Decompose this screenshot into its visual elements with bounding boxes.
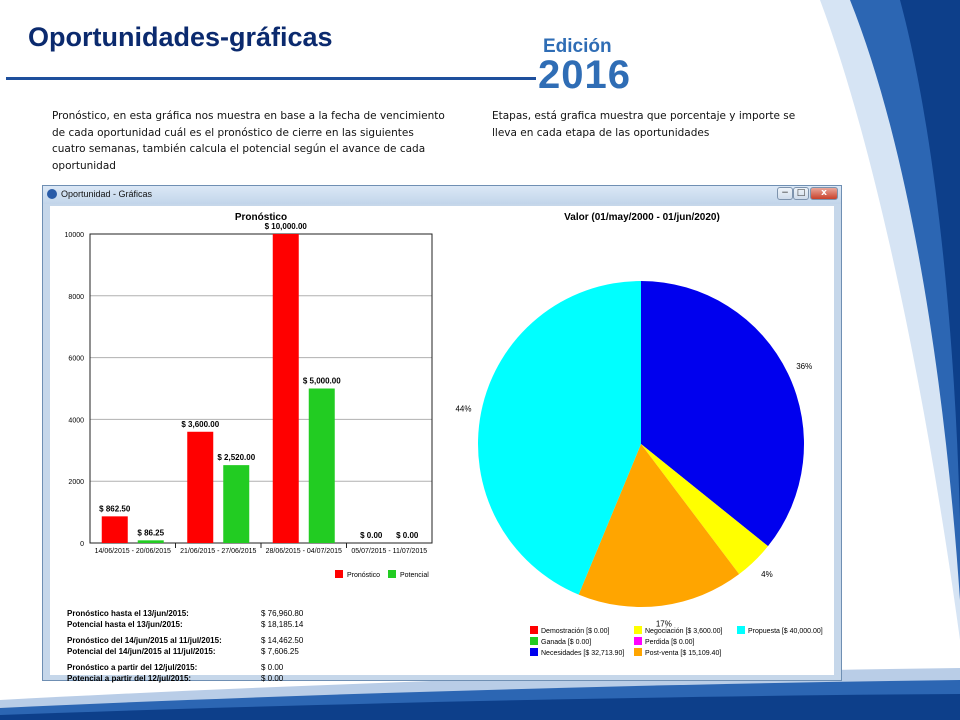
pie-slice: [578, 444, 740, 607]
bar: [137, 540, 164, 543]
y-tick-label: 10000: [65, 232, 85, 239]
legend-label: Negociación [$ 3,600.00]: [645, 628, 722, 635]
legend-label: Post-venta [$ 15,109.40]: [645, 650, 721, 657]
legend-swatch: [335, 570, 343, 578]
legend-swatch: [530, 648, 538, 656]
bar: [187, 431, 214, 543]
pie-slice: [641, 281, 804, 547]
legend-label: Demostración [$ 0.00]: [541, 628, 610, 635]
legend-label: Necesidades [$ 32,713.90]: [541, 650, 624, 657]
charts-panel: Pronóstico 0 2000 4000 6000 8000 10000 14/06/20…: [50, 206, 834, 683]
window-titlebar[interactable]: Oportunidad - Gráficas − □ x: [43, 186, 841, 204]
summary-value: $ 0.00: [261, 674, 284, 683]
bar-data-label: $ 10,000.00: [265, 222, 308, 231]
legend-swatch: [634, 637, 642, 645]
summary-value: $ 14,462.50: [261, 636, 304, 645]
legend-swatch: [634, 648, 642, 656]
summary-row: Pronóstico del 14/jun/2015 al 11/jul/201…: [67, 636, 317, 646]
summary-label: Potencial del 14/jun/2015 al 11/jul/2015…: [67, 647, 216, 656]
slide-title: Oportunidades-gráficas: [28, 22, 333, 52]
edition-year: 2016: [538, 53, 631, 97]
summary-label: Pronóstico del 14/jun/2015 al 11/jul/201…: [67, 636, 222, 645]
x-tick-label: 28/06/2015 - 04/07/2015: [266, 548, 342, 555]
bar-data-label: $ 3,600.00: [181, 420, 219, 429]
summary-value: $ 18,185.14: [261, 620, 304, 629]
summary-row: Potencial del 14/jun/2015 al 11/jul/2015…: [67, 647, 317, 657]
y-tick-label: 2000: [68, 479, 84, 486]
x-tick-label: 14/06/2015 - 20/06/2015: [95, 548, 171, 555]
slice-percent-label: 44%: [455, 405, 471, 414]
summary-label: Pronóstico hasta el 13/jun/2015:: [67, 609, 189, 618]
bar-data-label: $ 0.00: [360, 531, 383, 540]
pie-slice: [641, 444, 768, 575]
x-tick-label: 21/06/2015 - 27/06/2015: [180, 548, 256, 555]
charts-window: Oportunidad - Gráficas − □ x Pronóstico 0…: [42, 185, 842, 683]
summary-label: Potencial a partir del 12/jul/2015:: [67, 674, 192, 683]
bar: [308, 388, 335, 543]
summary-row: Potencial hasta el 13/jun/2015: $ 18,185…: [67, 620, 317, 630]
legend-label: Propuesta [$ 40,000.00]: [748, 628, 823, 635]
chart-title: Pronóstico: [235, 212, 287, 223]
value-pie-chart: Valor (01/may/2000 - 01/jun/2020) 36% 4% 17…: [455, 212, 823, 657]
legend-swatch: [737, 626, 745, 634]
y-tick-label: 0: [80, 541, 84, 548]
summary-value: $ 76,960.80: [261, 609, 304, 618]
forecast-bar-chart: Pronóstico 0 2000 4000 6000 8000 10000 14/06/20…: [65, 212, 433, 579]
chart-title: Valor (01/may/2000 - 01/jun/2020): [564, 212, 720, 223]
app-icon: [47, 189, 57, 199]
bar-data-label: $ 2,520.00: [217, 453, 255, 462]
pie-slice: [478, 281, 641, 595]
slice-percent-label: 36%: [796, 362, 812, 371]
bar-data-label: $ 86.25: [137, 528, 164, 537]
summary-row: Pronóstico a partir del 12/jul/2015: $ 0…: [67, 663, 317, 673]
summary-value: $ 0.00: [261, 663, 284, 672]
legend-swatch: [634, 626, 642, 634]
summary-row: Potencial a partir del 12/jul/2015: $ 0.…: [67, 674, 317, 684]
stages-description: Etapas, está grafica muestra que porcent…: [492, 110, 796, 139]
legend-label: Potencial: [400, 572, 429, 579]
summary-row: Pronóstico hasta el 13/jun/2015: $ 76,96…: [67, 609, 317, 619]
title-underline: [6, 77, 536, 80]
edition-label: Edición: [543, 36, 612, 57]
legend-swatch: [530, 637, 538, 645]
y-tick-label: 8000: [68, 294, 84, 301]
summary-value: $ 7,606.25: [261, 647, 299, 656]
legend-label: Perdida [$ 0.00]: [645, 639, 694, 646]
window-title: Oportunidad - Gráficas: [61, 189, 153, 199]
bar-data-label: $ 0.00: [396, 531, 419, 540]
slice-percent-label: 4%: [761, 570, 773, 579]
bar-data-label: $ 862.50: [99, 504, 131, 513]
bar-data-label: $ 5,000.00: [303, 377, 341, 386]
slice-percent-label: 17%: [656, 620, 672, 629]
close-button[interactable]: x: [810, 187, 838, 200]
legend-label: Pronóstico: [347, 572, 380, 579]
x-tick-label: 05/07/2015 - 11/07/2015: [351, 548, 427, 555]
legend-swatch: [388, 570, 396, 578]
summary-label: Potencial hasta el 13/jun/2015:: [67, 620, 183, 629]
y-tick-label: 6000: [68, 356, 84, 363]
summary-label: Pronóstico a partir del 12/jul/2015:: [67, 663, 198, 672]
maximize-button[interactable]: □: [793, 187, 809, 200]
bar: [272, 234, 299, 543]
legend-label: Ganada [$ 0.00]: [541, 639, 591, 646]
bar: [101, 516, 128, 543]
y-tick-label: 4000: [68, 417, 84, 424]
forecast-description: Pronóstico, en esta gráfica nos muestra …: [52, 110, 445, 172]
bar: [223, 465, 250, 543]
minimize-button[interactable]: −: [777, 187, 793, 200]
legend-swatch: [530, 626, 538, 634]
